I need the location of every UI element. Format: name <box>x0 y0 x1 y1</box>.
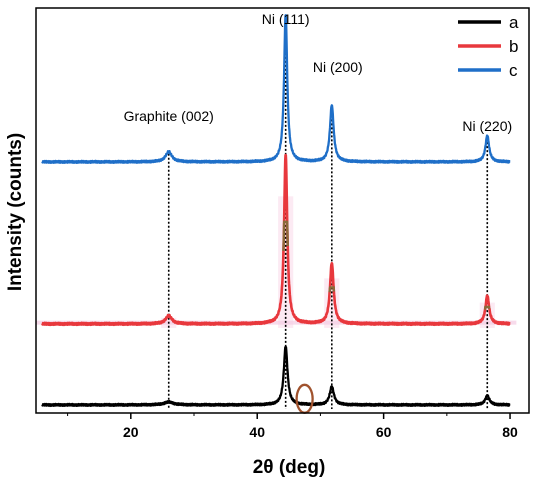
series-b-peak-overlay <box>282 220 289 251</box>
plot-frame <box>35 7 530 414</box>
series-b-peak-overlay <box>483 305 491 310</box>
x-tick-label: 20 <box>123 424 139 440</box>
highlight-ellipse <box>295 383 314 414</box>
y-axis-title: Intensity (counts) <box>5 133 26 291</box>
x-tick-label: 80 <box>502 424 518 440</box>
x-tick-label: 40 <box>249 424 265 440</box>
series-a-line <box>41 345 511 408</box>
legend-label-a: a <box>509 13 519 32</box>
reference-lines <box>167 16 489 409</box>
legend: abc <box>458 13 519 80</box>
peak-label: Ni (200) <box>313 59 363 75</box>
legend-label-c: c <box>509 61 518 80</box>
legend-label-b: b <box>509 37 518 56</box>
peak-annotations: Graphite (002) Ni (111) Ni (200) Ni (220) <box>124 11 512 414</box>
x-tick-label: 60 <box>376 424 392 440</box>
plot-area <box>36 196 517 328</box>
series-b-line <box>41 153 511 327</box>
x-axis-title: 2θ (deg) <box>253 457 326 478</box>
axes: 20 40 60 80 <box>35 7 530 440</box>
series-lines <box>41 14 511 408</box>
peak-label: Graphite (002) <box>124 108 214 124</box>
series-c-line <box>41 14 511 165</box>
peak-label: Ni (111) <box>262 11 310 27</box>
baseline-shade <box>36 320 517 325</box>
peak-shade <box>324 278 340 328</box>
series-b-peak-overlay <box>328 286 336 293</box>
peak-label: Ni (220) <box>462 118 512 134</box>
